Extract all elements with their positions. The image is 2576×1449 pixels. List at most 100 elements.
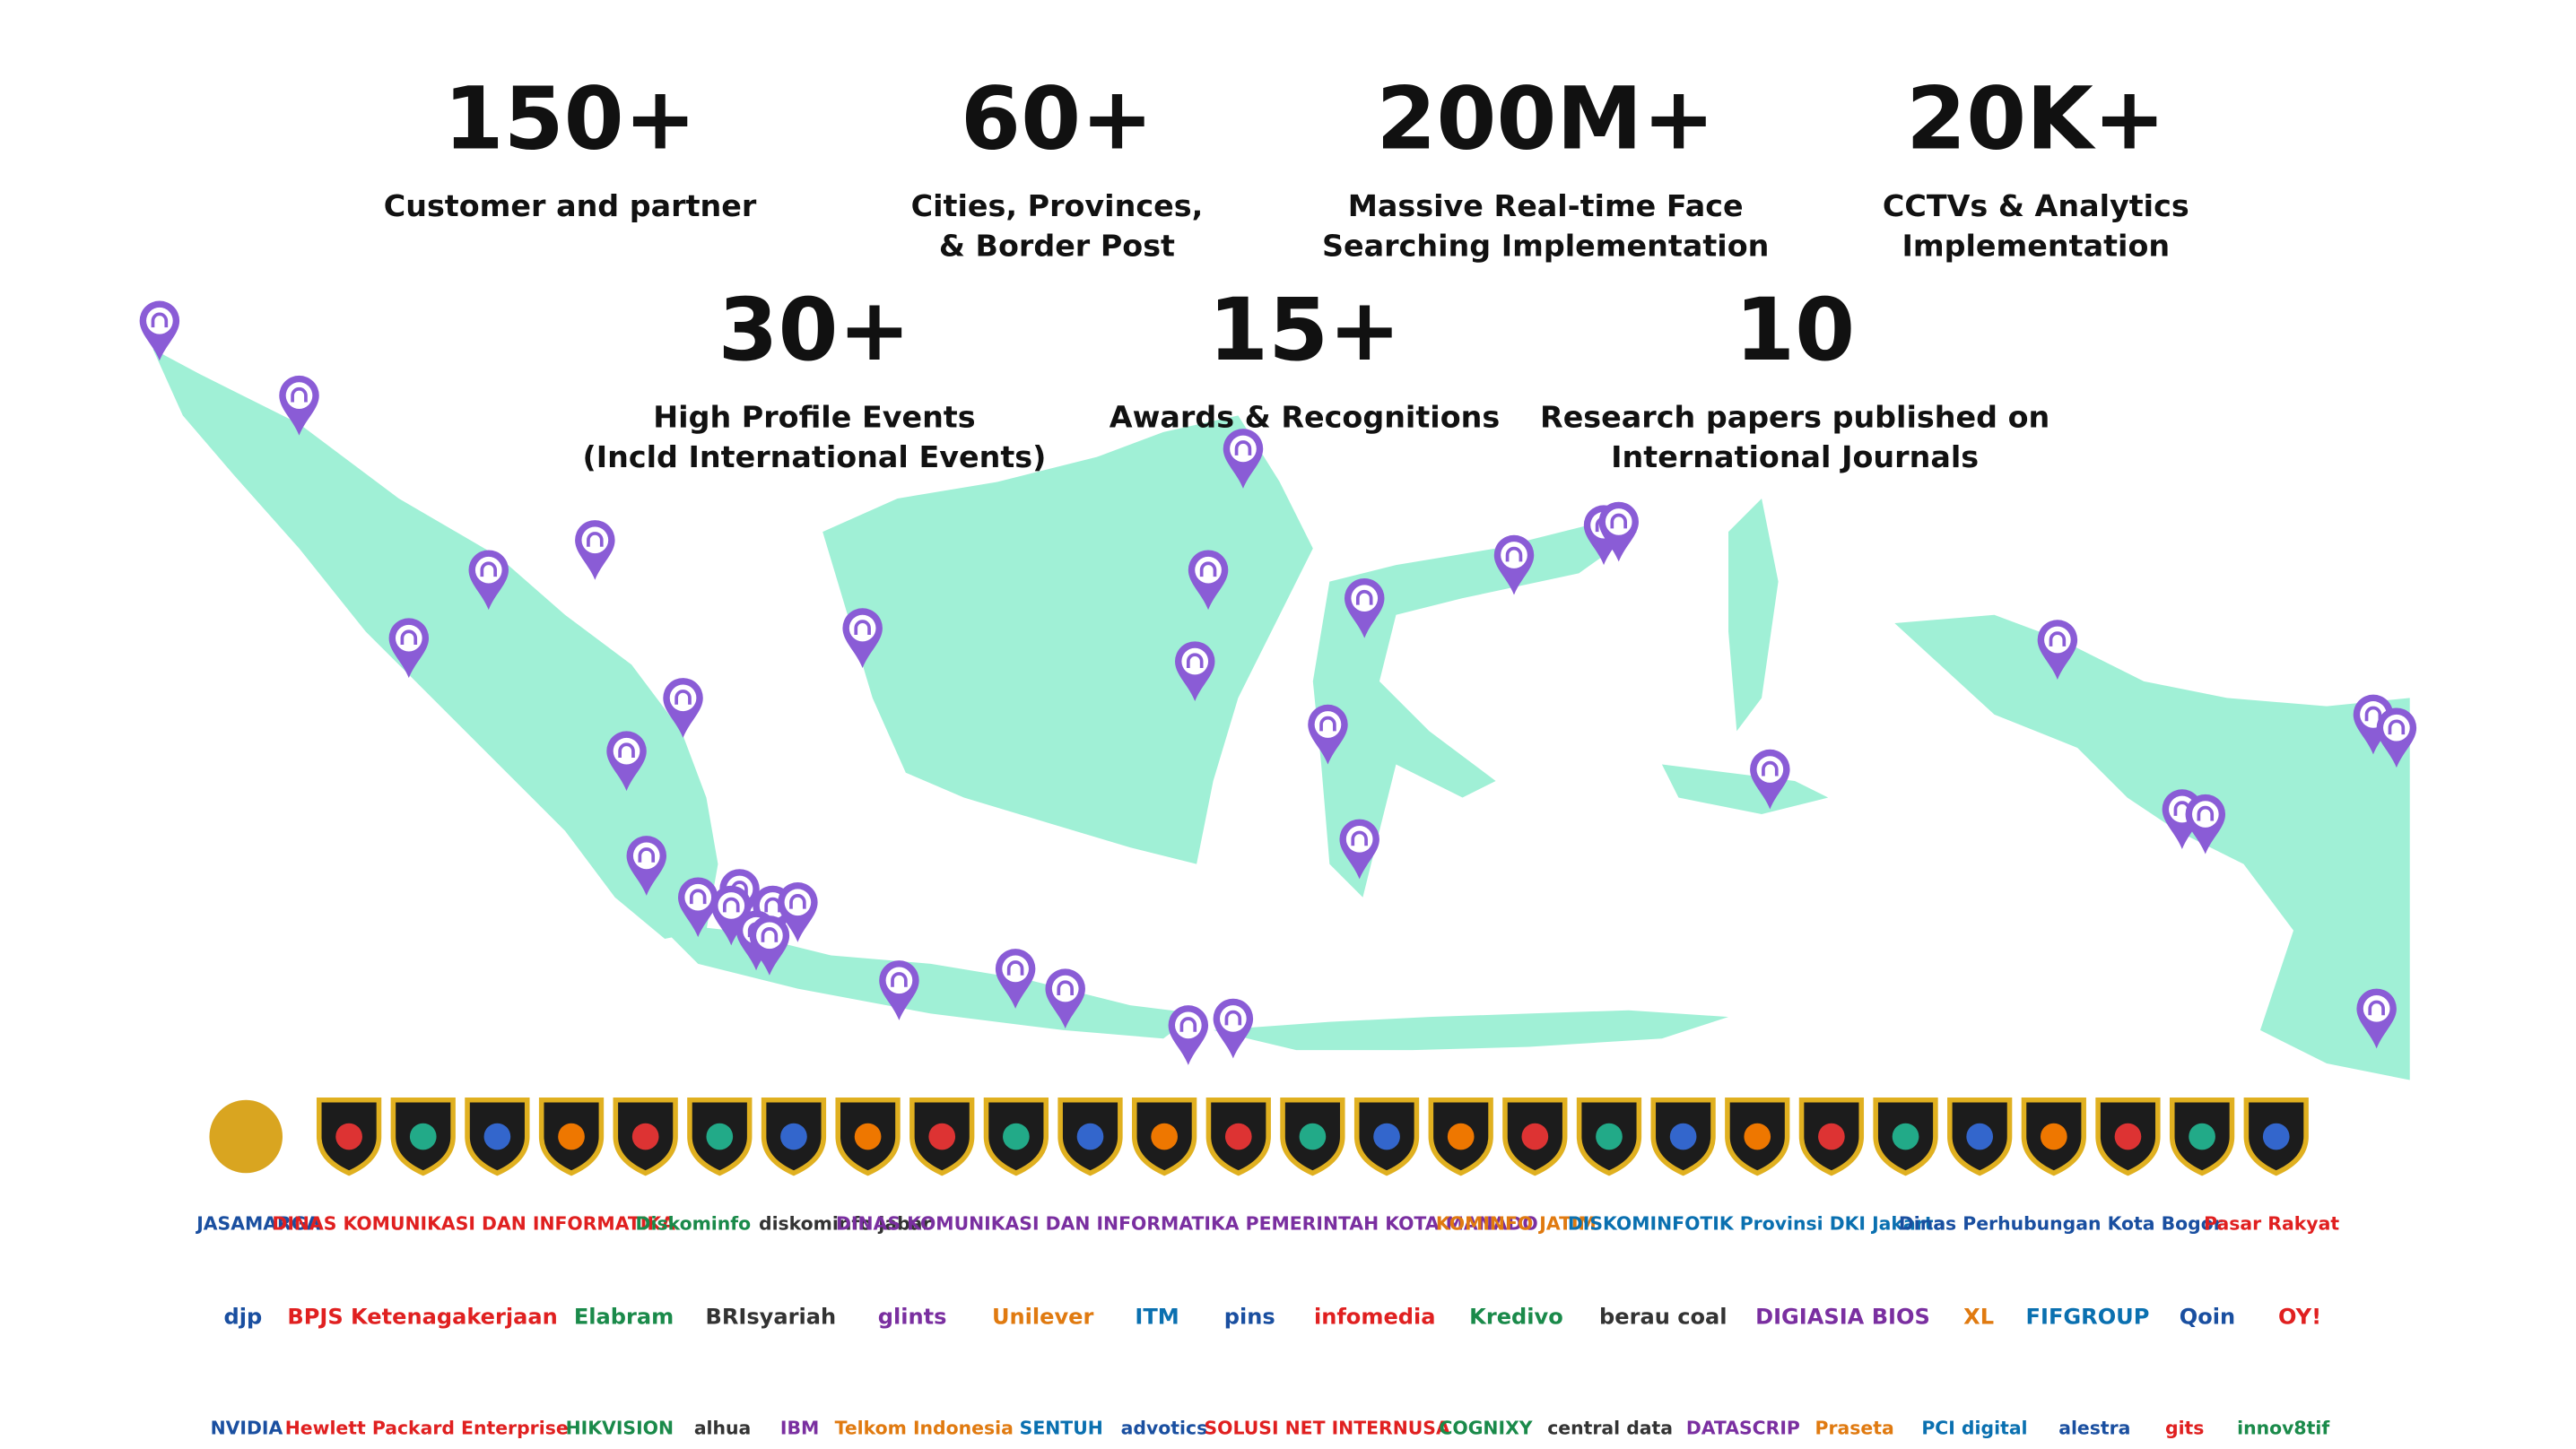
pin-icon <box>789 894 806 909</box>
pin-dot <box>1220 1005 1247 1032</box>
pin-icon <box>674 690 692 705</box>
pin-icon <box>761 927 779 942</box>
map <box>152 349 2410 1080</box>
partner-logo: PCI digital <box>1921 1418 2027 1439</box>
map-pin <box>663 678 703 738</box>
badge-center <box>2262 1123 2290 1150</box>
pin-dot <box>1756 756 1784 783</box>
pin-icon <box>587 532 604 547</box>
stat-label: Searching Implementation <box>1322 229 1769 264</box>
stats: 150+ Customer and partner 60+ Cities, Provi… <box>384 68 2189 474</box>
map-pin <box>995 949 1036 1009</box>
partner-logo: central data <box>1547 1418 1673 1439</box>
badge-center <box>1151 1123 1178 1150</box>
partner-logo: Praseta <box>1815 1418 1894 1439</box>
island-papua <box>1894 614 2410 1080</box>
pin-dot <box>669 684 697 712</box>
pin-icon <box>1057 980 1074 996</box>
police-badge <box>1057 1097 1123 1176</box>
map-pin <box>749 915 790 976</box>
badge-center <box>1373 1123 1400 1150</box>
police-badge <box>1280 1097 1345 1176</box>
stat-label: Research papers published on <box>1540 400 2049 435</box>
pin-icon <box>854 620 871 635</box>
pin-icon <box>1224 1010 1242 1026</box>
partner-logo: infomedia <box>1314 1304 1436 1329</box>
badge-center <box>483 1123 511 1150</box>
badge-center <box>1818 1123 1845 1150</box>
island-java <box>656 922 1197 1039</box>
partner-logo: DATASCRIP <box>1686 1418 1800 1439</box>
partner-logo: ITM <box>1135 1304 1179 1329</box>
pin-dot <box>1230 435 1257 463</box>
map-pin <box>139 300 180 361</box>
stat-label: Awards & Recognitions <box>1110 400 1500 435</box>
police-badge <box>1502 1097 1568 1176</box>
police-badge <box>1428 1097 1493 1176</box>
pin-dot <box>756 922 783 950</box>
police-badge <box>390 1097 456 1176</box>
pin-icon <box>689 889 707 905</box>
pin-icon <box>400 629 418 646</box>
partner-logo: Hewlett Packard Enterprise <box>285 1418 569 1439</box>
partner-logo: advotics <box>1121 1418 1208 1439</box>
island-borneo <box>822 415 1313 864</box>
partner-logo: DINAS KOMUNIKASI DAN INFORMATIKA PEMERIN… <box>836 1213 1538 1235</box>
stat-label: Cities, Provinces, <box>911 188 1204 223</box>
pin-icon <box>2364 706 2382 722</box>
police-badge <box>1725 1097 1790 1176</box>
pin-dot <box>885 967 913 994</box>
partner-logo: KOMINFO JATIM <box>1436 1213 1597 1235</box>
map-pin <box>677 877 718 938</box>
badge-center <box>1892 1123 1919 1150</box>
police-badge <box>2021 1097 2086 1176</box>
police-badge <box>465 1097 530 1176</box>
stat-value: 60+ <box>961 68 1153 169</box>
pin-dot <box>613 737 640 765</box>
police-badge <box>1576 1097 1642 1176</box>
stat-value: 10 <box>1735 280 1855 380</box>
partner-logo: XL <box>1963 1304 1994 1329</box>
map-pin <box>1308 704 1348 765</box>
pin-dot <box>1175 1011 1202 1039</box>
map-pin <box>1168 1005 1209 1065</box>
pin-dot <box>581 526 609 554</box>
stat-value: 30+ <box>718 280 911 380</box>
island-nusa-tenggara <box>1213 1010 1729 1051</box>
stat-label: Customer and partner <box>384 188 757 223</box>
stat-label: & Border Post <box>939 229 1175 264</box>
pin-dot <box>1351 585 1379 612</box>
pin-dot <box>1002 955 1029 983</box>
police-badge <box>1798 1097 1865 1176</box>
map-pin <box>2185 794 2226 855</box>
stat-label: (Incld International Events) <box>582 439 1046 474</box>
map-pin <box>1339 819 1379 880</box>
pin-dot <box>1051 975 1079 1002</box>
police-badge <box>613 1097 678 1176</box>
pin-dot <box>632 842 660 870</box>
pin-icon <box>2049 631 2067 646</box>
badge-center <box>2189 1123 2215 1150</box>
partner-logo: DINAS KOMUNIKASI DAN INFORMATIKA <box>272 1213 675 1235</box>
map-pin <box>1175 641 1215 702</box>
map-pin <box>1188 550 1229 611</box>
pin-icon <box>1006 960 1024 976</box>
map-pin <box>468 550 509 611</box>
pin-icon <box>1351 830 1368 846</box>
map-pin <box>2037 620 2078 680</box>
police-badge <box>835 1097 901 1176</box>
badge-center <box>1003 1123 1030 1150</box>
pin-dot <box>146 307 173 334</box>
badge-center <box>1669 1123 1697 1150</box>
badge-center <box>2040 1123 2067 1150</box>
partner-logo: innov8tif <box>2237 1418 2330 1439</box>
partner-logo: pins <box>1224 1304 1275 1329</box>
pin-icon <box>2388 719 2406 735</box>
pin-icon <box>1505 546 1523 562</box>
police-emblem <box>209 1099 283 1174</box>
map-pin <box>879 960 919 1020</box>
badge-center <box>1224 1123 1252 1150</box>
pin-dot <box>684 883 712 911</box>
